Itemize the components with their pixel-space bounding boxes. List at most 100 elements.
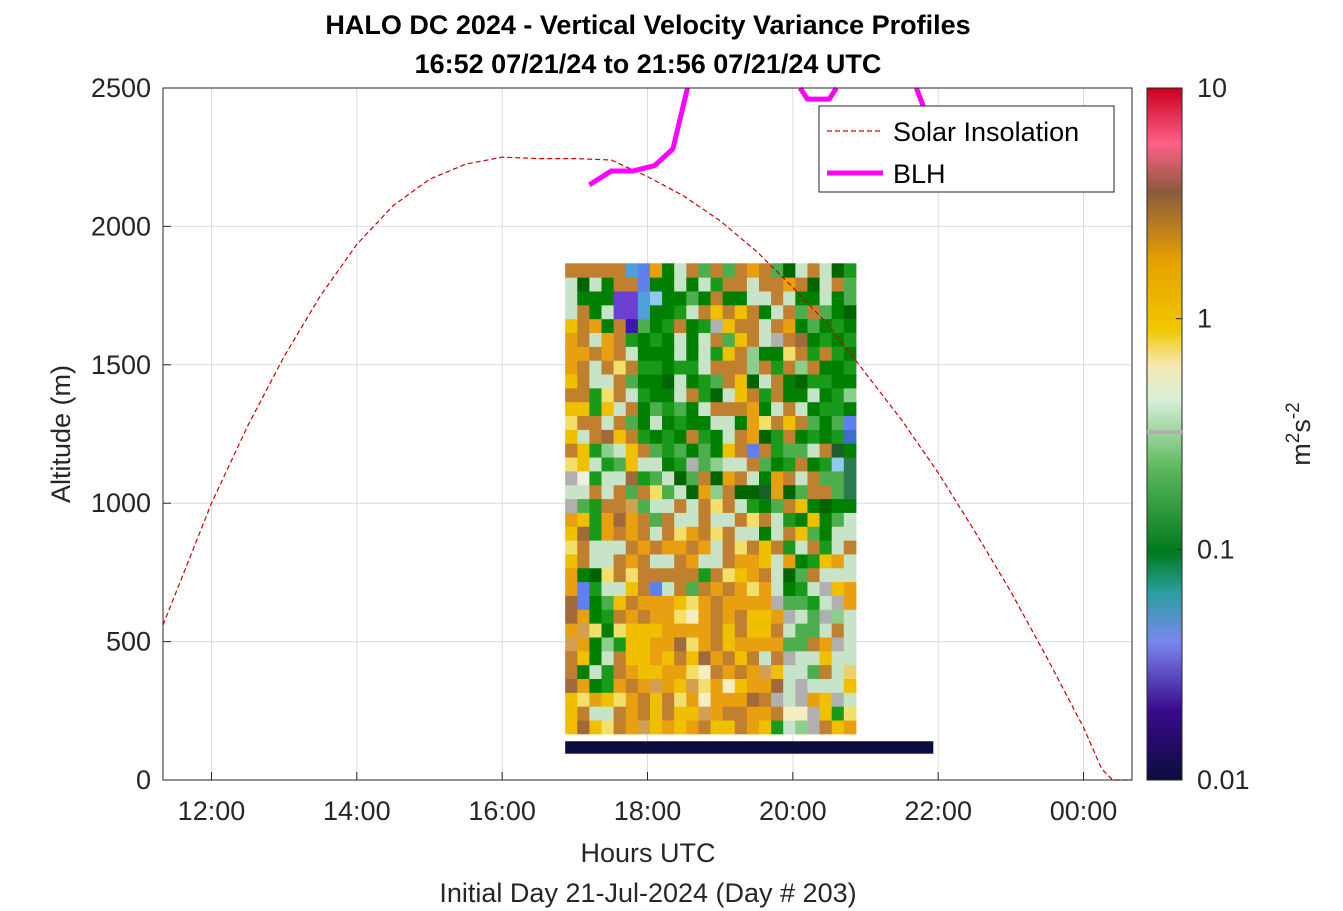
heatmap-cell (819, 636, 833, 652)
heatmap-cell (662, 443, 675, 458)
heatmap-cell (831, 457, 845, 472)
heatmap-cell (686, 553, 699, 569)
heatmap-cell (831, 623, 845, 638)
heatmap-cell (674, 484, 687, 500)
heatmap-cell (722, 664, 736, 680)
heatmap-cell (734, 678, 748, 693)
heatmap-cell (686, 636, 699, 652)
heatmap-cell (613, 692, 627, 707)
heatmap-cell (649, 346, 663, 361)
heatmap-cell (565, 636, 578, 652)
heatmap-cell (746, 374, 760, 389)
legend-box (818, 105, 1115, 193)
heatmap-cell (565, 415, 578, 430)
heatmap-cell (589, 706, 603, 721)
heatmap-cell (637, 263, 651, 278)
heatmap-cell (819, 470, 833, 486)
heatmap-cell (819, 692, 833, 707)
heatmap-cell (746, 692, 760, 707)
heatmap-cell (674, 720, 687, 735)
heatmap-cell (589, 304, 603, 320)
heatmap-cell (686, 526, 699, 541)
heatmap-cell (601, 443, 615, 458)
heatmap-cell (710, 720, 724, 735)
heatmap-cell (698, 512, 712, 527)
heatmap-cell (674, 498, 687, 513)
heatmap-cell (565, 498, 578, 513)
heatmap-cell (734, 415, 748, 430)
heatmap-cell (771, 304, 784, 320)
heatmap-cell (734, 553, 748, 569)
heatmap-cell (649, 484, 663, 500)
heatmap-cell (795, 263, 808, 278)
heatmap-cell (758, 401, 772, 417)
heatmap-cell (589, 457, 603, 472)
heatmap-cell (807, 540, 821, 555)
heatmap-cell (783, 581, 796, 596)
heatmap-cell (589, 581, 603, 596)
heatmap-cell (758, 457, 772, 472)
heatmap-cell (662, 595, 675, 610)
heatmap-cell (637, 595, 651, 610)
heatmap-cell (649, 540, 663, 555)
blh-line (588, 87, 690, 188)
heatmap-cell (577, 318, 590, 334)
heatmap-cell (843, 526, 857, 541)
heatmap-cell (831, 678, 845, 693)
heatmap-cell (807, 415, 821, 430)
heatmap-cell (758, 277, 772, 292)
colorbar-tick-label-3: 10 (1197, 73, 1227, 103)
heatmap-cell (577, 332, 590, 347)
heatmap-cell (795, 277, 808, 292)
heatmap-cell (625, 540, 639, 555)
heatmap-cell (710, 360, 724, 375)
heatmap-cell (831, 650, 845, 666)
heatmap-cell (819, 429, 833, 444)
heatmap-cell (625, 360, 639, 375)
heatmap-cell (831, 720, 845, 735)
heatmap-cell (758, 415, 772, 430)
heatmap-cell (843, 415, 857, 430)
heatmap-cell (577, 277, 590, 292)
heatmap-cell (649, 498, 663, 513)
heatmap-cell (734, 664, 748, 680)
heatmap-cell (807, 290, 821, 306)
heatmap-cell (771, 457, 784, 472)
heatmap-cell (613, 387, 627, 403)
heatmap-cell (746, 512, 760, 527)
heatmap-cell (819, 664, 833, 680)
x-tick-label-0: 12:00 (178, 796, 246, 826)
heatmap-cell (807, 470, 821, 486)
heatmap-cell (734, 623, 748, 638)
heatmap-cell (686, 678, 699, 693)
heatmap-cell (686, 318, 699, 334)
heatmap-cell (795, 304, 808, 320)
heatmap-cell (722, 636, 736, 652)
heatmap-cell (843, 443, 857, 458)
heatmap-cell (843, 581, 857, 596)
heatmap-cell (637, 374, 651, 389)
heatmap-cell (819, 387, 833, 403)
heatmap-cell (674, 553, 687, 569)
heatmap-cell (589, 567, 603, 583)
heatmap-cell (649, 387, 663, 403)
heatmap-cell (698, 318, 712, 334)
heatmap-cell (710, 581, 724, 596)
heatmap-cell (819, 457, 833, 472)
heatmap-cell (601, 387, 615, 403)
heatmap-cell (613, 678, 627, 693)
heatmap-cell (722, 332, 736, 347)
heatmap-cell (589, 678, 603, 693)
colorbar-marker (1147, 430, 1182, 434)
heatmap-cell (758, 595, 772, 610)
heatmap-cell (771, 443, 784, 458)
colorbar-ticks: 0.01 0.1 1 10 (1176, 73, 1250, 795)
heatmap-cell (807, 706, 821, 721)
heatmap-cell (613, 457, 627, 472)
heatmap-cell (758, 263, 772, 278)
heatmap-cell (577, 429, 590, 444)
heatmap-cell (722, 360, 736, 375)
heatmap-cell (758, 470, 772, 486)
heatmap-cell (662, 332, 675, 347)
heatmap-cell (698, 636, 712, 652)
